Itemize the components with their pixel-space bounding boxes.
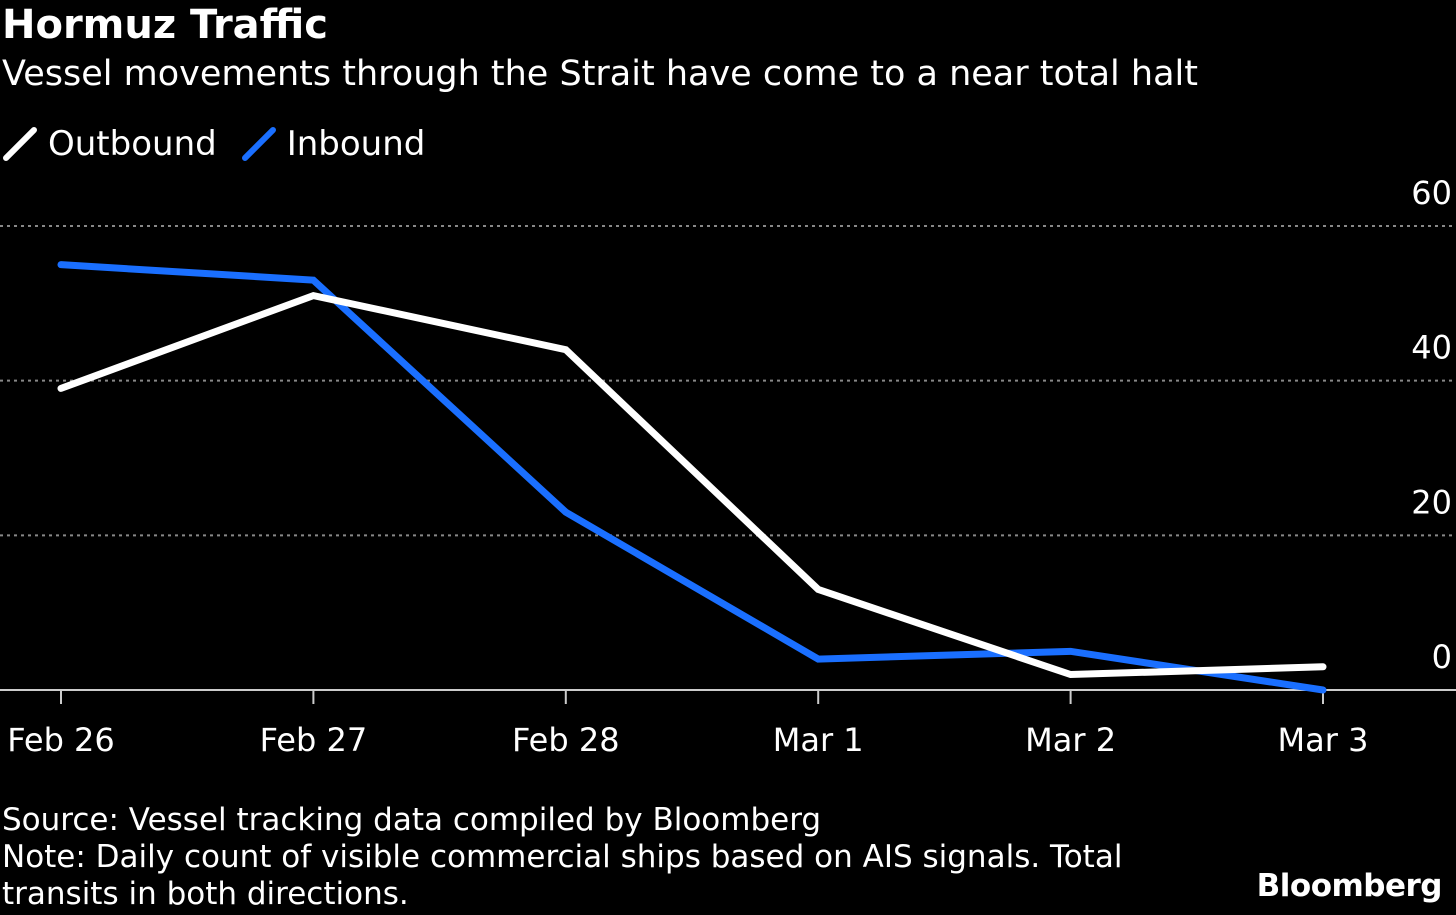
- y-tick-label: 60: [1411, 174, 1452, 212]
- x-tick-label: Mar 2: [1025, 721, 1116, 759]
- series-line-outbound: [57, 291, 1327, 679]
- y-tick-label: 0: [1432, 638, 1452, 676]
- series-line-inbound: [57, 261, 1327, 694]
- chart-title: Hormuz Traffic: [2, 2, 328, 48]
- y-tick-label: 40: [1411, 329, 1452, 367]
- x-tick-label: Feb 27: [260, 721, 368, 759]
- legend-label: Inbound: [286, 124, 426, 164]
- legend-item-outbound: Outbound: [2, 124, 217, 164]
- legend-swatch-outbound-icon: [3, 127, 37, 161]
- legend-item-inbound: Inbound: [241, 124, 426, 164]
- footnote: Note: Daily count of visible commercial …: [2, 839, 1123, 912]
- source-note: Source: Vessel tracking data compiled by…: [2, 802, 822, 838]
- legend: Outbound Inbound: [2, 124, 449, 164]
- x-tick-label: Feb 28: [512, 721, 620, 759]
- bloomberg-logo: Bloomberg: [1256, 868, 1443, 904]
- x-tick-label: Mar 1: [773, 721, 864, 759]
- x-tick-label: Mar 3: [1278, 721, 1369, 759]
- y-tick-label: 20: [1411, 483, 1452, 521]
- legend-label: Outbound: [48, 124, 217, 164]
- x-tick-label: Feb 26: [7, 721, 115, 759]
- legend-swatch-inbound-icon: [241, 127, 276, 161]
- chart-subtitle: Vessel movements through the Strait have…: [2, 54, 1198, 94]
- footer: Source: Vessel tracking data compiled by…: [2, 802, 1142, 913]
